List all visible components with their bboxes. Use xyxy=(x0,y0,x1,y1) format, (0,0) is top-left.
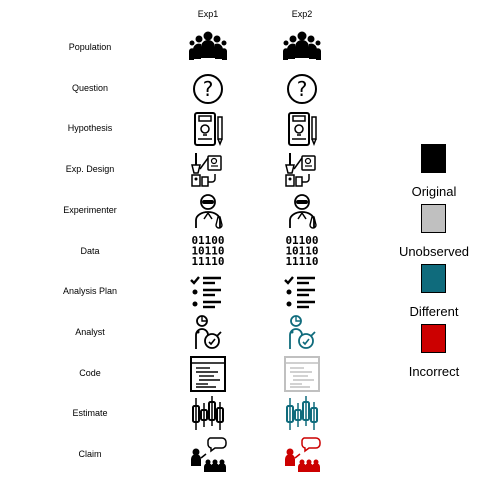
binary-line: 10110 xyxy=(191,244,224,257)
legend-swatch-unobserved xyxy=(421,204,446,233)
binary-line: 11110 xyxy=(191,255,224,268)
column-header-exp2: Exp2 xyxy=(291,9,313,19)
binary-line: 01100 xyxy=(191,234,224,247)
analyst-icon xyxy=(188,313,228,353)
analyst-icon xyxy=(282,313,322,353)
row-label: Analysis Plan xyxy=(62,286,118,297)
estimate-icon xyxy=(282,394,322,434)
analysis-plan-icon xyxy=(188,272,228,312)
experimenter-icon xyxy=(188,191,228,231)
legend-swatch-different xyxy=(421,264,446,293)
code-icon xyxy=(282,354,322,394)
row-label: Analyst xyxy=(75,326,105,337)
binary-line: 11110 xyxy=(285,255,318,268)
row-label: Code xyxy=(79,367,101,378)
claim-icon xyxy=(188,435,228,475)
exp-design-icon xyxy=(188,150,228,190)
question-icon: ? xyxy=(188,69,228,109)
svg-text:?: ? xyxy=(297,77,308,101)
data-icon: 01100 10110 11110 xyxy=(282,232,322,272)
binary-line: 01100 xyxy=(285,234,318,247)
exp-design-icon xyxy=(282,150,322,190)
experimenter-icon xyxy=(282,191,322,231)
row-label: Data xyxy=(80,245,100,256)
estimate-icon xyxy=(188,394,228,434)
population-icon xyxy=(282,28,322,68)
column-header-exp1: Exp1 xyxy=(197,9,219,19)
row-label: Estimate xyxy=(72,408,108,419)
code-icon xyxy=(188,354,228,394)
question-icon: ? xyxy=(282,69,322,109)
legend-label-different: Different xyxy=(409,304,459,319)
legend-swatch-original xyxy=(421,144,446,173)
svg-text:?: ? xyxy=(203,77,214,101)
claim-icon xyxy=(282,435,322,475)
population-icon xyxy=(188,28,228,68)
legend-swatch-incorrect xyxy=(421,324,446,353)
row-label: Claim xyxy=(78,449,102,459)
row-label: Question xyxy=(71,82,109,93)
row-label: Exp. Design xyxy=(65,164,115,175)
hypothesis-icon xyxy=(188,109,228,149)
legend-label-incorrect: Incorrect xyxy=(408,364,460,379)
legend-label-unobserved: Unobserved xyxy=(398,244,470,259)
row-label: Hypothesis xyxy=(67,123,113,134)
row-label: Population xyxy=(68,42,112,52)
analysis-plan-icon xyxy=(282,272,322,312)
data-icon: 01100 10110 11110 xyxy=(188,232,228,272)
legend-label-original: Original xyxy=(411,184,457,199)
row-label: Experimenter xyxy=(63,204,117,215)
hypothesis-icon xyxy=(282,109,322,149)
binary-line: 10110 xyxy=(285,244,318,257)
